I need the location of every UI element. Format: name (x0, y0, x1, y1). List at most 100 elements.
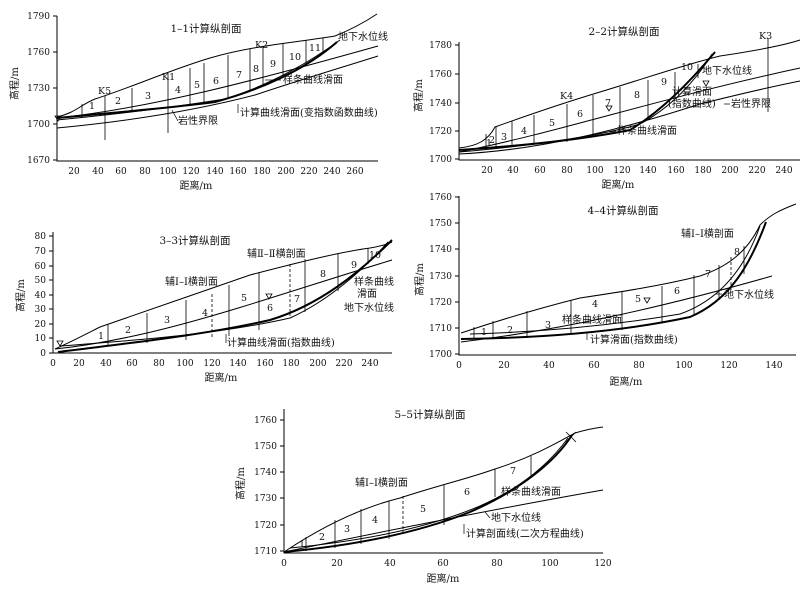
p2-title: 2–2计算纵剖面 (588, 25, 659, 38)
p4-slice-label: 8 (734, 247, 740, 258)
p5-slice-label: 3 (344, 524, 350, 535)
p5-xtick: 20 (331, 559, 343, 569)
p4-ytick: 1740 (429, 245, 452, 255)
p1-xtick: 60 (115, 167, 127, 177)
p3-ground-surface (54, 241, 393, 350)
p5-xtick: 60 (437, 559, 449, 569)
p3-slice-label: 2 (125, 325, 131, 336)
panel-4-4: 1760 1750 1740 1730 1720 1710 1700 高程/m … (413, 193, 797, 388)
p5-slice-label: 5 (420, 504, 426, 515)
p4-ytick: 1710 (429, 324, 452, 334)
p4-xtick: 0 (456, 361, 462, 371)
p4-xlabel: 距离/m (610, 375, 643, 388)
p1-slice-label: 6 (213, 76, 219, 87)
p2-spline-label: 样条曲线滑面 (617, 124, 677, 137)
p1-rock-boundary (56, 55, 379, 129)
p4-xtick: 100 (675, 361, 692, 371)
p2-borehole: K4 (560, 91, 573, 102)
p3-slice-label: 4 (202, 308, 208, 319)
p5-slice-lines (305, 456, 532, 551)
p4-slice-label: 5 (635, 294, 641, 305)
p2-slice-label: 9 (661, 77, 667, 88)
p2-slice-label: 5 (549, 118, 555, 129)
water-level-marker-icon (265, 293, 273, 300)
p3-spline-slip-surface (59, 241, 389, 347)
water-level-marker-icon (56, 340, 64, 347)
panel-2-axes (458, 42, 800, 161)
water-level-marker-icon (643, 297, 651, 304)
p1-xtick: 120 (182, 167, 199, 177)
p1-water-label: 地下水位线 (338, 30, 388, 43)
p5-xtick: 0 (281, 559, 287, 569)
p1-xtick: 100 (159, 167, 176, 177)
p3-xtick: 20 (73, 359, 85, 369)
p3-ytick: 80 (35, 232, 47, 242)
p1-ytick: 1700 (27, 120, 50, 130)
p3-slice-label: 9 (351, 260, 357, 271)
p5-water-label: 地下水位线 (491, 511, 541, 524)
p2-calc-label-2: (指数曲线) (668, 97, 716, 110)
p2-xtick: 40 (507, 166, 519, 176)
p3-xtick: 60 (126, 359, 138, 369)
p1-slice-label: 10 (289, 52, 301, 63)
p3-xtick: 220 (335, 359, 352, 369)
p3-slice-lines (107, 248, 369, 346)
water-level-marker-icon (605, 105, 613, 112)
p3-xtick: 180 (282, 359, 299, 369)
p2-slice-label: 6 (577, 109, 583, 120)
p4-ytick: 1700 (429, 350, 452, 360)
p5-water-table (283, 489, 604, 553)
p5-slice-label: 6 (464, 487, 470, 498)
p2-borehole: K3 (759, 31, 772, 42)
p3-ytick: 10 (35, 334, 47, 344)
p3-ytick: 30 (35, 305, 47, 315)
p3-ytick: 60 (35, 262, 47, 272)
p4-ground-surface (460, 203, 797, 334)
p2-ytick: 1740 (429, 99, 452, 109)
p1-rock-label: 岩性界限 (178, 114, 218, 127)
p1-slice-lines (81, 38, 324, 140)
p1-xtick: 220 (300, 167, 317, 177)
p2-rock-boundary (458, 80, 801, 155)
p2-xtick: 120 (613, 166, 630, 176)
p1-slice-label: 11 (309, 43, 321, 54)
p2-xtick: 140 (639, 166, 656, 176)
p2-xtick: 200 (721, 166, 738, 176)
p4-xtick: 60 (588, 361, 600, 371)
p2-ytick: 1700 (429, 155, 452, 165)
p3-xtick: 0 (50, 359, 56, 369)
p3-ylabel: 高程/m (14, 279, 27, 312)
p4-xtick: 20 (498, 361, 510, 371)
panel-3-3: 80 70 60 50 40 30 20 10 0 高程/m 0 20 40 6… (14, 232, 394, 384)
p2-calc-label-1: 计算滑面 (672, 85, 712, 98)
p1-xtick: 260 (346, 167, 363, 177)
p3-aux2-label: 辅Ⅱ–Ⅱ横剖面 (247, 247, 306, 260)
panel-1-1: 1790 1760 1730 1700 1670 高程/m 20 40 60 8… (8, 12, 388, 192)
p5-ytick: 1750 (254, 442, 277, 452)
p2-slice-label: 10 (681, 62, 693, 73)
p5-xtick: 100 (541, 559, 558, 569)
p4-slice-label: 1 (481, 327, 487, 338)
p1-ytick: 1790 (27, 12, 50, 22)
p1-slice-label: 3 (145, 91, 151, 102)
p3-slice-label: 7 (294, 294, 300, 305)
p2-xtick: 100 (586, 166, 603, 176)
p2-xlabel: 距离/m (602, 178, 635, 191)
p3-ytick: 40 (35, 291, 47, 301)
p1-slice-label: 8 (253, 64, 259, 75)
p3-calc-label: 计算曲线滑面(指数曲线) (227, 336, 335, 349)
p4-calc-slip-surface (460, 221, 767, 340)
p2-xtick: 160 (667, 166, 684, 176)
p1-borehole: K2 (255, 40, 268, 51)
p1-ground-surface (56, 13, 378, 118)
p1-borehole: K1 (162, 72, 175, 83)
p2-spline-slip-surface (458, 53, 713, 153)
p1-slice-label: 5 (194, 80, 200, 91)
p5-ytick: 1730 (254, 494, 277, 504)
p4-calc-label: 计算滑面(指数曲线) (590, 333, 678, 346)
p2-slice-lines (485, 38, 769, 150)
p2-ytick: 1780 (429, 41, 452, 51)
p1-ytick: 1760 (27, 48, 50, 58)
p3-ytick: 0 (40, 349, 46, 359)
